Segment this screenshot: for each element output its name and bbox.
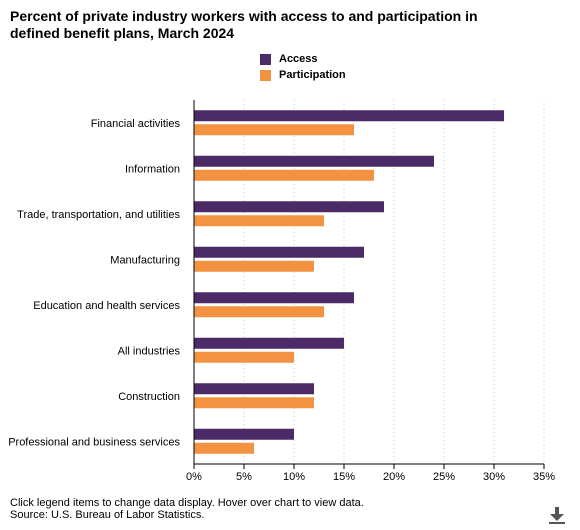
- category-label: Education and health services: [33, 300, 180, 312]
- bar-participation-7[interactable]: [194, 442, 254, 454]
- bar-participation-0[interactable]: [194, 124, 354, 136]
- bar-access-4[interactable]: [194, 292, 354, 304]
- category-label: All industries: [118, 345, 181, 357]
- x-tick-label: 30%: [483, 471, 505, 483]
- category-label: Construction: [118, 391, 180, 403]
- bar-access-6[interactable]: [194, 383, 314, 395]
- footer: Click legend items to change data displa…: [10, 497, 364, 521]
- legend-swatch-participation: [260, 69, 271, 81]
- x-tick-label: 20%: [383, 471, 405, 483]
- bar-participation-5[interactable]: [194, 351, 294, 363]
- bar-access-7[interactable]: [194, 428, 294, 440]
- category-label: Trade, transportation, and utilities: [17, 209, 180, 221]
- legend-item-access[interactable]: Access: [260, 52, 346, 66]
- bar-access-5[interactable]: [194, 337, 344, 349]
- bar-participation-1[interactable]: [194, 169, 374, 181]
- source-note: Source: U.S. Bureau of Labor Statistics.: [10, 509, 205, 521]
- bar-participation-2[interactable]: [194, 215, 324, 227]
- x-tick-label: 15%: [333, 471, 355, 483]
- legend-item-participation[interactable]: Participation: [260, 68, 346, 82]
- bar-access-2[interactable]: [194, 201, 384, 213]
- chart-title: Percent of private industry workers with…: [10, 8, 478, 41]
- bar-participation-6[interactable]: [194, 397, 314, 409]
- bar-participation-3[interactable]: [194, 260, 314, 272]
- category-label: Manufacturing: [110, 254, 180, 266]
- bar-participation-4[interactable]: [194, 306, 324, 318]
- category-label: Information: [125, 163, 180, 175]
- category-label: Financial activities: [91, 118, 181, 130]
- bar-access-0[interactable]: [194, 110, 504, 122]
- footer-note: Click legend items to change data displa…: [10, 497, 364, 509]
- x-tick-label: 10%: [283, 471, 305, 483]
- bar-access-3[interactable]: [194, 246, 364, 258]
- bar-chart[interactable]: Financial activities Information Trade, tr…: [0, 0, 580, 495]
- legend-swatch-access: [260, 53, 271, 65]
- bar-access-1[interactable]: [194, 155, 434, 167]
- download-icon[interactable]: [547, 505, 567, 525]
- x-tick-label: 25%: [433, 471, 455, 483]
- x-tick-label: 0%: [186, 471, 202, 483]
- x-tick-label: 35%: [533, 471, 555, 483]
- category-label: Professional and business services: [8, 436, 180, 448]
- legend-label-access: Access: [279, 53, 318, 65]
- legend: Access Participation: [260, 52, 346, 84]
- legend-label-participation: Participation: [279, 69, 346, 81]
- x-tick-label: 5%: [236, 471, 252, 483]
